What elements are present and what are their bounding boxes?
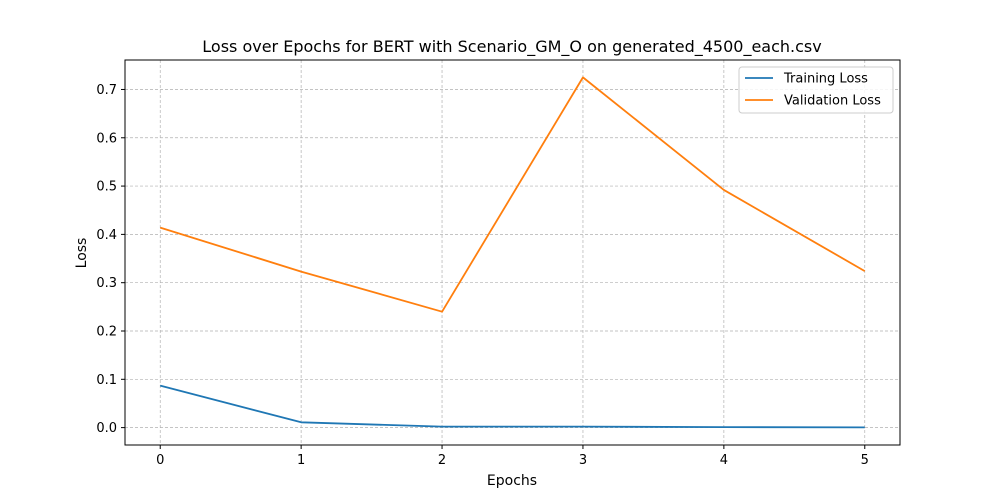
x-tick-label: 4 [720, 453, 728, 468]
y-tick-label: 0.5 [96, 180, 117, 195]
y-tick-label: 0.7 [96, 83, 117, 98]
y-tick-label: 0.3 [96, 276, 117, 291]
chart-title: Loss over Epochs for BERT with Scenario_… [202, 37, 821, 57]
y-tick-label: 0.2 [96, 324, 117, 339]
x-tick-label: 3 [579, 453, 587, 468]
y-axis-label: Loss [74, 238, 90, 269]
legend-label-training-loss: Training Loss [783, 72, 868, 87]
y-tick-label: 0.4 [96, 228, 117, 243]
validation-loss-line [159, 76, 866, 313]
y-axis-ticks: 0.0 0.1 0.2 0.3 0.4 0.5 0.6 0.7 [96, 83, 125, 436]
x-tick-label: 1 [297, 453, 305, 468]
y-tick-label: 0.6 [96, 131, 117, 146]
training-loss-line [160, 384, 865, 429]
y-tick-label: 0.0 [96, 421, 117, 436]
x-axis-ticks: 0 1 2 3 4 5 [156, 445, 869, 468]
legend-box [738, 66, 894, 114]
x-tick-label: 5 [861, 453, 869, 468]
legend: Training Loss Validation Loss [738, 66, 894, 114]
legend-label-validation-loss: Validation Loss [784, 94, 881, 109]
x-tick-label: 0 [156, 453, 164, 468]
y-tick-label: 0.1 [96, 373, 117, 388]
series-layer [159, 76, 866, 429]
x-tick-label: 2 [438, 453, 446, 468]
x-axis-label: Epochs [487, 473, 537, 489]
plot-frame [124, 59, 901, 446]
